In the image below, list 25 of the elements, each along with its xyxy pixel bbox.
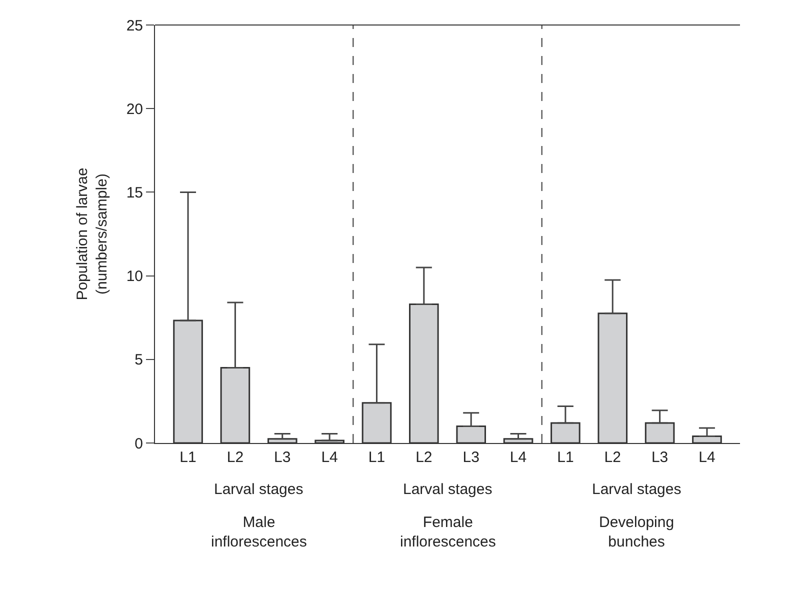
y-tick-label: 25 (126, 17, 143, 34)
x-tick-label: L4 (321, 449, 338, 466)
y-tick-label: 15 (126, 184, 143, 202)
text: Developing bunches (599, 514, 674, 550)
x-tick-label: L4 (510, 449, 527, 466)
text: Larval stages (403, 481, 492, 498)
y-tick-label: 0 (134, 435, 143, 452)
x-tick-label: L2 (416, 449, 432, 466)
x-tick-label: L1 (180, 449, 196, 466)
x-tick-label: L1 (368, 449, 386, 466)
text: Female inflorescences (400, 514, 496, 550)
y-axis-title: Population of larvae (numbers/sample) (74, 168, 111, 300)
text: Larval stages (214, 481, 304, 498)
x-tick-label: L3 (651, 449, 668, 466)
x-tick-label: L2 (226, 449, 244, 466)
y-tick-label: 5 (134, 352, 143, 369)
y-tick-label: 20 (126, 100, 143, 118)
x-tick-label: L4 (698, 449, 716, 466)
text: Male inflorescences (211, 514, 307, 550)
x-tick-label: L3 (274, 449, 291, 466)
text: Larval stages (592, 481, 682, 498)
y-tick-label: 10 (126, 268, 143, 286)
x-tick-label: L2 (604, 449, 621, 466)
x-tick-label: L3 (462, 449, 480, 466)
x-tick-label: L1 (557, 449, 574, 466)
